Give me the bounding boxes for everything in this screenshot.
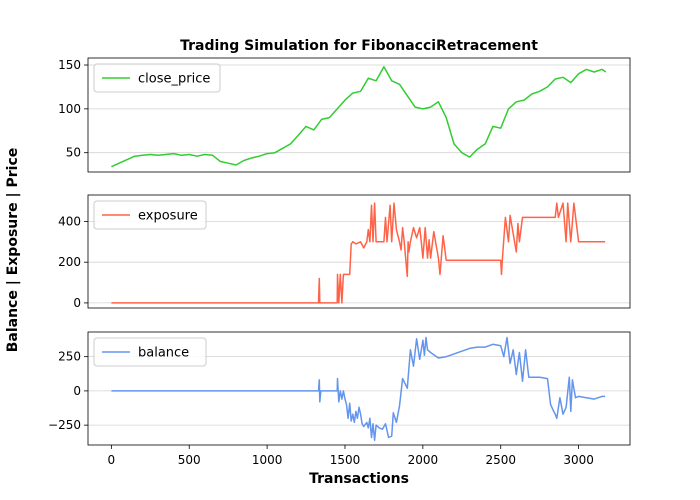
- y-tick-label: 50: [66, 146, 81, 160]
- y-tick-label: 0: [73, 384, 81, 398]
- axes-frame: [87, 194, 631, 309]
- balance-line: [111, 336, 606, 441]
- legend-label: balance: [138, 346, 189, 361]
- axes-frame: [87, 57, 631, 173]
- x-tick-label: 1000: [252, 453, 283, 467]
- x-tick-label: 3000: [563, 453, 594, 467]
- x-tick-label: 1500: [330, 453, 361, 467]
- legend-box: [93, 63, 221, 93]
- close-price-line: [111, 66, 607, 168]
- y-tick-label: 250: [58, 350, 81, 364]
- legend-label: close_price: [138, 72, 210, 87]
- legend-box: [93, 337, 207, 367]
- legend-box: [93, 200, 207, 230]
- y-tick-label: 100: [58, 102, 81, 116]
- x-tick-label: 0: [108, 453, 116, 467]
- chart-title: Trading Simulation for FibonacciRetracem…: [180, 38, 538, 54]
- x-axis-label: Transactions: [309, 471, 409, 487]
- legend-label: exposure: [138, 209, 198, 224]
- y-tick-label: 400: [58, 214, 81, 228]
- exposure-line: [111, 202, 606, 304]
- y-tick-label: 0: [73, 296, 81, 310]
- x-tick-label: 2000: [408, 453, 439, 467]
- y-tick-label: 150: [58, 58, 81, 72]
- y-tick-label: −250: [48, 418, 81, 432]
- x-tick-label: 2500: [485, 453, 516, 467]
- x-tick-label: 500: [178, 453, 201, 467]
- y-tick-label: 200: [58, 255, 81, 269]
- axes-frame: [87, 331, 631, 446]
